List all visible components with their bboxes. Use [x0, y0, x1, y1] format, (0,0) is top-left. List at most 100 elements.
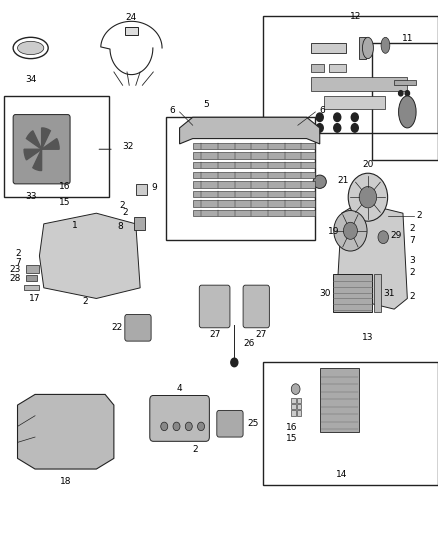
Bar [136, 184, 147, 195]
FancyBboxPatch shape [243, 285, 269, 328]
Ellipse shape [313, 175, 326, 189]
Text: 7: 7 [15, 258, 21, 266]
Polygon shape [18, 394, 114, 469]
Wedge shape [42, 128, 50, 149]
Text: 3: 3 [410, 256, 415, 264]
Circle shape [334, 113, 341, 122]
Text: 2: 2 [120, 201, 125, 209]
Text: 17: 17 [29, 294, 41, 303]
Bar [297, 404, 301, 409]
Circle shape [351, 113, 358, 122]
Ellipse shape [362, 37, 373, 59]
Text: 26: 26 [243, 340, 254, 348]
Circle shape [359, 187, 377, 208]
Ellipse shape [381, 37, 390, 53]
Circle shape [316, 113, 323, 122]
Text: 13: 13 [362, 333, 374, 342]
Bar [193, 152, 315, 159]
Text: 27: 27 [209, 330, 220, 339]
Bar [372, 43, 438, 160]
Ellipse shape [18, 41, 44, 55]
Bar [359, 37, 366, 59]
FancyBboxPatch shape [217, 410, 243, 437]
Text: 33: 33 [25, 192, 36, 201]
Bar [297, 410, 301, 416]
Text: 30: 30 [319, 289, 331, 297]
Circle shape [185, 422, 192, 431]
Text: 2: 2 [410, 293, 415, 301]
Bar [394, 80, 416, 85]
Text: 7: 7 [410, 237, 415, 245]
Text: 19: 19 [328, 228, 339, 236]
Bar [297, 398, 301, 403]
Bar [311, 64, 324, 72]
Wedge shape [42, 139, 59, 149]
Text: 4: 4 [177, 384, 182, 393]
Text: 9: 9 [151, 183, 157, 192]
Text: 27: 27 [255, 330, 266, 339]
Text: 28: 28 [10, 274, 21, 282]
Bar [26, 275, 37, 281]
Bar [320, 368, 359, 432]
Bar [324, 96, 385, 109]
Circle shape [231, 358, 238, 367]
Bar [193, 181, 315, 188]
Bar [4, 96, 109, 197]
Circle shape [334, 211, 367, 251]
Bar [125, 27, 138, 35]
Circle shape [351, 124, 358, 132]
Text: 20: 20 [362, 160, 374, 169]
Circle shape [348, 173, 388, 221]
Text: 34: 34 [25, 75, 36, 84]
Text: 6: 6 [320, 107, 325, 115]
Circle shape [334, 124, 341, 132]
Text: 16: 16 [59, 182, 70, 191]
Text: 14: 14 [336, 470, 347, 479]
Circle shape [316, 124, 323, 132]
Text: 2: 2 [410, 224, 415, 232]
Text: 31: 31 [383, 289, 395, 297]
Text: 8: 8 [117, 222, 123, 231]
Bar [311, 43, 346, 53]
Text: 23: 23 [10, 265, 21, 273]
Bar [263, 362, 438, 485]
Text: 2: 2 [416, 212, 422, 220]
Text: 2: 2 [410, 269, 415, 277]
Circle shape [405, 91, 410, 96]
Text: 1: 1 [72, 222, 78, 230]
Text: 29: 29 [391, 231, 402, 240]
Text: 22: 22 [111, 324, 123, 332]
FancyBboxPatch shape [125, 314, 151, 341]
FancyBboxPatch shape [199, 285, 230, 328]
Bar [24, 285, 39, 290]
Bar [291, 398, 296, 403]
Bar [374, 274, 381, 312]
Wedge shape [24, 149, 42, 160]
Text: 18: 18 [60, 477, 71, 486]
Text: 21: 21 [337, 176, 349, 184]
Ellipse shape [399, 96, 416, 128]
Bar [328, 64, 346, 72]
FancyBboxPatch shape [150, 395, 209, 441]
Text: 12: 12 [350, 12, 362, 21]
Text: 2: 2 [83, 297, 88, 306]
Text: 24: 24 [126, 13, 137, 22]
Bar [193, 191, 315, 197]
Bar [291, 404, 296, 409]
Circle shape [161, 422, 168, 431]
Text: 25: 25 [247, 419, 259, 428]
Wedge shape [26, 131, 42, 149]
Bar [263, 16, 438, 133]
Circle shape [198, 422, 205, 431]
Wedge shape [33, 149, 42, 171]
Bar [311, 77, 407, 91]
Bar [333, 274, 372, 312]
Circle shape [291, 384, 300, 394]
Text: 5: 5 [203, 100, 209, 109]
Circle shape [378, 231, 389, 244]
FancyBboxPatch shape [13, 115, 70, 184]
Bar [193, 210, 315, 216]
Text: 15: 15 [59, 198, 70, 207]
Text: 32: 32 [123, 142, 134, 151]
Text: 2: 2 [122, 208, 127, 216]
